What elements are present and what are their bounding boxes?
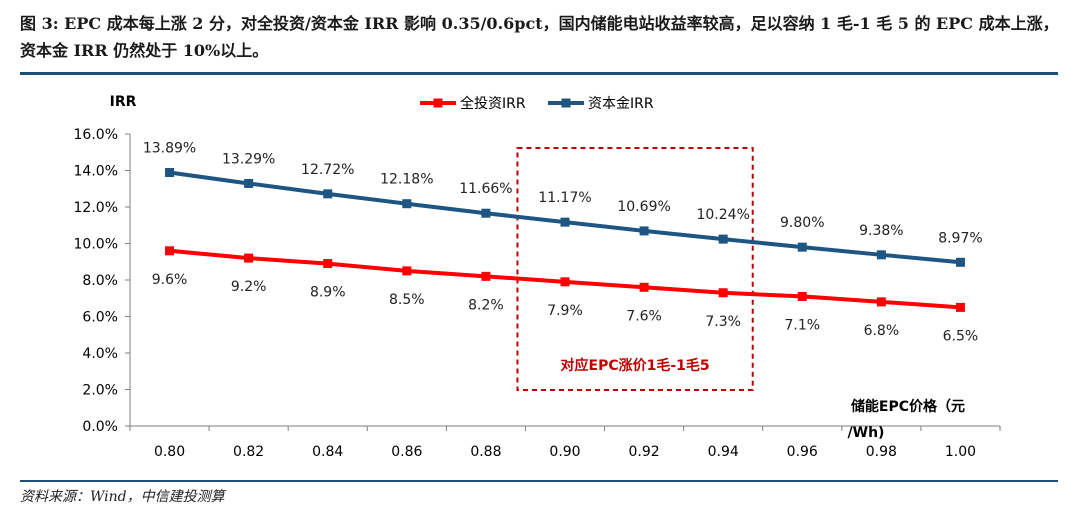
series-0-point (639, 282, 649, 292)
series-1-point (639, 226, 649, 236)
series-1-data-label: 10.24% (696, 207, 749, 223)
x-tick-label: 0.88 (470, 444, 501, 460)
x-tick-label: 0.92 (629, 444, 660, 460)
figure-title: 图 3: EPC 成本每上涨 2 分，对全投资/资本金 IRR 影响 0.35/… (20, 14, 1059, 60)
series-1-data-label: 10.69% (617, 199, 670, 215)
series-1-point (718, 234, 728, 244)
chart-axes (125, 133, 1001, 431)
y-tick-label: 16.0% (74, 127, 118, 143)
chart-texts: 0.0% 2.0% 4.0% 6.0% 8.0% 10.0% 12.0% 14.0% 16.0%… (74, 94, 983, 460)
legend-label-1: 资本金IRR (588, 96, 654, 112)
series-1-point (402, 199, 412, 209)
y-axis-title: IRR (110, 94, 137, 110)
series-0-data-label: 9.6% (152, 272, 188, 288)
series-0-data-label: 6.8% (864, 323, 900, 339)
series-0-data-label: 7.6% (626, 308, 662, 324)
series-0-point (165, 246, 175, 256)
legend-swatch-marker-0 (433, 98, 443, 108)
series-1-data-label: 11.17% (538, 190, 591, 206)
series-0-point (797, 291, 807, 301)
source-note: 资料来源：Wind，中信建投测算 (20, 489, 225, 505)
x-tick-label: 0.86 (391, 444, 422, 460)
y-tick-label: 10.0% (74, 237, 118, 253)
annotation-box (516, 147, 754, 391)
series-1-point (481, 208, 491, 218)
series-1-point (797, 242, 807, 252)
series-0-point (244, 253, 254, 263)
x-tick-label: 0.98 (866, 444, 897, 460)
series-0-point (876, 297, 886, 307)
series-0-point (323, 259, 333, 269)
y-tick-label: 14.0% (74, 164, 118, 180)
x-tick-label: 0.80 (154, 444, 185, 460)
series-1-point (165, 168, 175, 178)
x-tick-label: 0.96 (787, 444, 818, 460)
series-1-data-label: 13.89% (143, 141, 196, 157)
series-0-data-label: 8.9% (310, 285, 346, 301)
series-line-1 (169, 170, 961, 265)
y-tick-label: 2.0% (82, 383, 118, 399)
series-0-data-label: 8.2% (468, 297, 504, 313)
title-rule (20, 72, 1058, 75)
series-0-data-label: 8.5% (389, 292, 425, 308)
annotation-text: 对应EPC涨价1毛-1毛5 (561, 357, 710, 374)
legend-swatch-marker-1 (561, 98, 571, 108)
series-1-point (244, 178, 254, 188)
x-axis-title-line1: 储能EPC价格（元 (850, 398, 965, 415)
y-tick-label: 0.0% (82, 419, 118, 435)
series-1-data-label: 8.97% (938, 230, 982, 246)
y-tick-label: 4.0% (82, 346, 118, 362)
source-rule (20, 480, 1058, 482)
series-0-data-label: 6.5% (943, 328, 979, 344)
x-tick-label: 0.82 (233, 444, 264, 460)
series-1-data-label: 11.66% (459, 181, 512, 197)
series-1-data-label: 12.72% (301, 162, 354, 178)
series-1-point (955, 257, 965, 267)
series-1-data-label: 9.80% (780, 215, 824, 231)
series-0-data-label: 7.9% (547, 303, 583, 319)
series-1-data-label: 9.38% (859, 223, 903, 239)
y-tick-label: 8.0% (82, 273, 118, 289)
y-tick-label: 12.0% (74, 200, 118, 216)
series-1-data-label: 13.29% (222, 151, 275, 167)
x-tick-label: 1.00 (945, 444, 976, 460)
series-0-data-label: 7.1% (784, 317, 820, 333)
series-0-point (955, 302, 965, 312)
series-1-point (560, 217, 570, 227)
x-axis-title-line2: /Wh) (848, 425, 885, 441)
x-tick-label: 0.94 (708, 444, 739, 460)
series-1-point (323, 189, 333, 199)
legend-label-0: 全投资IRR (460, 95, 526, 112)
series-1-point (876, 250, 886, 260)
series-0-point (481, 271, 491, 281)
series-0-point (718, 288, 728, 298)
series-0-point (560, 277, 570, 287)
x-tick-label: 0.90 (549, 444, 580, 460)
series-0-point (402, 266, 412, 276)
chart-marks (165, 98, 965, 391)
series-0-data-label: 9.2% (231, 279, 267, 295)
series-0-data-label: 7.3% (705, 314, 741, 330)
series-1-data-label: 12.18% (380, 172, 433, 188)
y-tick-label: 6.0% (82, 310, 118, 326)
x-tick-label: 0.84 (312, 444, 343, 460)
